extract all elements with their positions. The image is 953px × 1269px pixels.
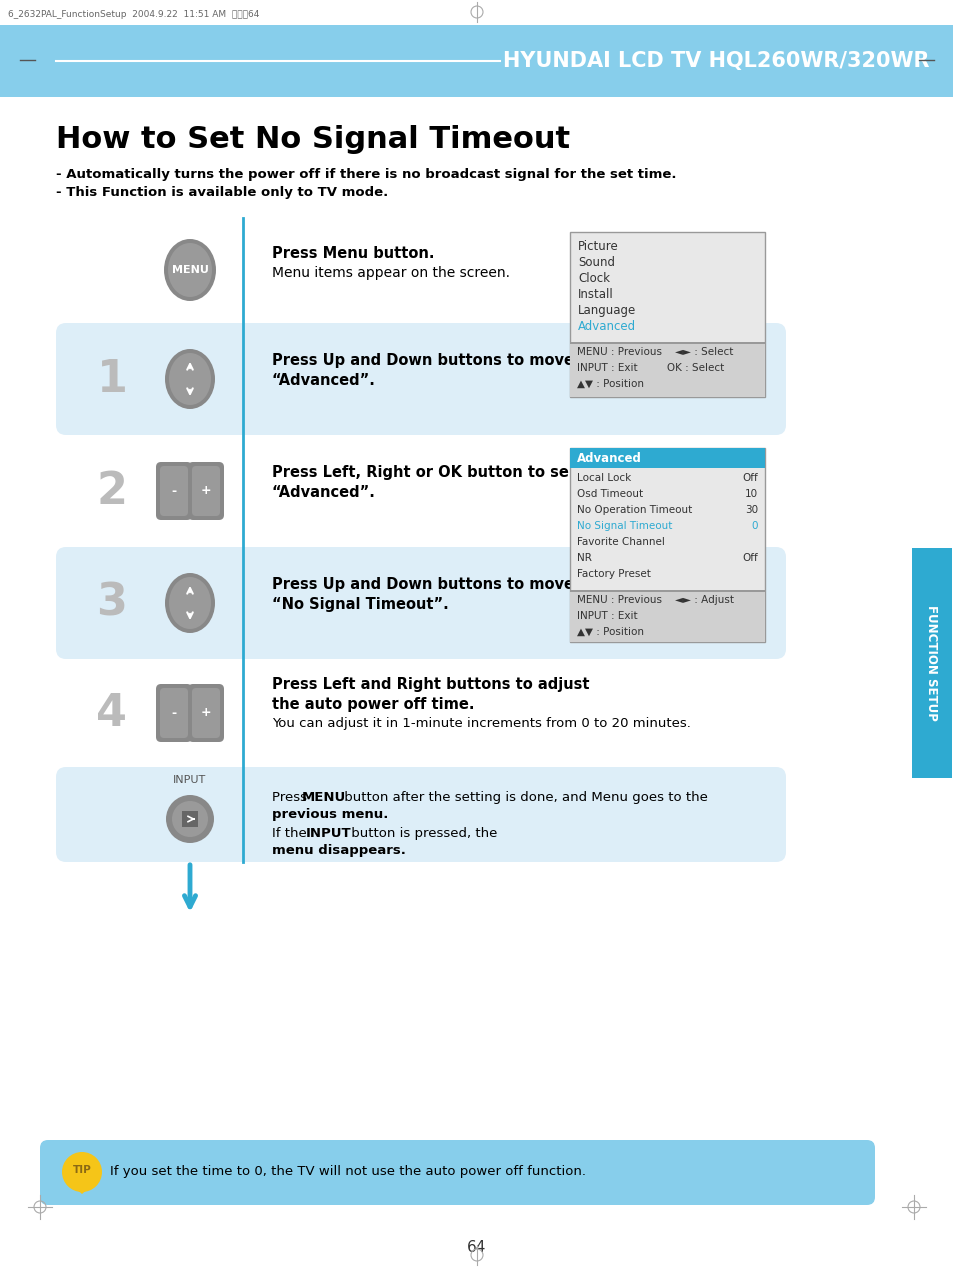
Bar xyxy=(0,25,953,96)
Text: Off: Off xyxy=(741,553,758,563)
Text: Favorite Channel: Favorite Channel xyxy=(577,537,664,547)
Text: Press Left and Right buttons to adjust: Press Left and Right buttons to adjust xyxy=(272,676,589,692)
Text: 0: 0 xyxy=(751,522,758,530)
Text: MENU: MENU xyxy=(302,791,346,805)
Text: FUNCTION SETUP: FUNCTION SETUP xyxy=(924,605,938,721)
Text: - This Function is available only to TV mode.: - This Function is available only to TV … xyxy=(56,187,388,199)
Text: Press Up and Down buttons to move to: Press Up and Down buttons to move to xyxy=(272,353,596,368)
Ellipse shape xyxy=(169,577,211,629)
Bar xyxy=(911,548,951,778)
Text: Picture: Picture xyxy=(578,240,618,253)
Text: 30: 30 xyxy=(744,505,758,515)
Text: menu disappears.: menu disappears. xyxy=(272,844,405,857)
FancyBboxPatch shape xyxy=(56,324,785,435)
Text: Press Up and Down buttons to move to: Press Up and Down buttons to move to xyxy=(272,577,596,593)
Text: INPUT: INPUT xyxy=(173,775,207,786)
FancyBboxPatch shape xyxy=(188,462,224,520)
Text: button after the setting is done, and Menu goes to the: button after the setting is done, and Me… xyxy=(339,791,711,805)
Text: Local Lock: Local Lock xyxy=(577,473,631,483)
Circle shape xyxy=(172,801,208,838)
FancyBboxPatch shape xyxy=(188,684,224,742)
Text: “No Signal Timeout”.: “No Signal Timeout”. xyxy=(272,596,448,612)
Bar xyxy=(569,343,764,397)
Text: 6_2632PAL_FunctionSetup  2004.9.22  11:51 AM  페이직64: 6_2632PAL_FunctionSetup 2004.9.22 11:51 … xyxy=(8,10,259,19)
Text: previous menu.: previous menu. xyxy=(272,808,388,821)
Circle shape xyxy=(62,1152,102,1192)
Text: Factory Preset: Factory Preset xyxy=(577,569,650,579)
FancyBboxPatch shape xyxy=(192,688,220,739)
Circle shape xyxy=(166,794,213,843)
Text: 64: 64 xyxy=(467,1240,486,1255)
Text: 10: 10 xyxy=(744,489,758,499)
Bar xyxy=(569,590,764,642)
Text: NR: NR xyxy=(577,553,591,563)
Text: “Advanced”.: “Advanced”. xyxy=(272,373,375,388)
Bar xyxy=(569,590,764,591)
Ellipse shape xyxy=(165,349,214,409)
Text: 4: 4 xyxy=(96,692,128,735)
Bar xyxy=(569,343,764,344)
Text: INPUT : Exit: INPUT : Exit xyxy=(577,610,637,621)
Text: Clock: Clock xyxy=(578,272,609,286)
Bar xyxy=(569,232,764,397)
Text: -: - xyxy=(172,707,176,720)
Text: 1: 1 xyxy=(96,358,128,401)
Text: “Advanced”.: “Advanced”. xyxy=(272,485,375,500)
Text: MENU: MENU xyxy=(172,265,208,275)
Text: Install: Install xyxy=(578,288,613,301)
Ellipse shape xyxy=(169,353,211,405)
Text: No Operation Timeout: No Operation Timeout xyxy=(577,505,692,515)
Bar xyxy=(182,811,198,827)
Text: No Signal Timeout: No Signal Timeout xyxy=(577,522,672,530)
Text: If the: If the xyxy=(272,827,311,840)
Ellipse shape xyxy=(165,574,214,633)
Text: 3: 3 xyxy=(96,581,128,624)
Text: Press Menu button.: Press Menu button. xyxy=(272,246,434,261)
Text: INPUT: INPUT xyxy=(306,827,352,840)
Text: HYUNDAI LCD TV HQL260WR/320WR: HYUNDAI LCD TV HQL260WR/320WR xyxy=(502,51,928,71)
Text: Osd Timeout: Osd Timeout xyxy=(577,489,642,499)
FancyBboxPatch shape xyxy=(40,1140,874,1206)
FancyBboxPatch shape xyxy=(156,462,192,520)
FancyBboxPatch shape xyxy=(160,466,188,516)
Text: Language: Language xyxy=(578,305,636,317)
FancyBboxPatch shape xyxy=(56,547,785,659)
Text: ▲▼ : Position: ▲▼ : Position xyxy=(577,379,643,390)
Text: You can adjust it in 1-minute increments from 0 to 20 minutes.: You can adjust it in 1-minute increments… xyxy=(272,717,690,730)
FancyBboxPatch shape xyxy=(156,684,192,742)
Text: Menu items appear on the screen.: Menu items appear on the screen. xyxy=(272,266,510,280)
Text: button is pressed, the: button is pressed, the xyxy=(347,827,501,840)
Text: Advanced: Advanced xyxy=(578,320,636,332)
Text: +: + xyxy=(200,707,212,720)
FancyBboxPatch shape xyxy=(160,688,188,739)
Text: INPUT : Exit         OK : Select: INPUT : Exit OK : Select xyxy=(577,363,723,373)
Text: MENU : Previous    ◄► : Adjust: MENU : Previous ◄► : Adjust xyxy=(577,595,733,605)
FancyBboxPatch shape xyxy=(192,466,220,516)
Text: - Automatically turns the power off if there is no broadcast signal for the set : - Automatically turns the power off if t… xyxy=(56,168,676,181)
Ellipse shape xyxy=(164,239,215,301)
Bar xyxy=(569,448,764,642)
Bar xyxy=(569,448,764,468)
Text: Press: Press xyxy=(272,791,311,805)
Text: Off: Off xyxy=(741,473,758,483)
Text: Advanced: Advanced xyxy=(577,452,641,464)
Text: How to Set No Signal Timeout: How to Set No Signal Timeout xyxy=(56,126,570,154)
Text: -: - xyxy=(172,485,176,497)
Polygon shape xyxy=(74,1187,90,1194)
Text: Press Left, Right or OK button to select: Press Left, Right or OK button to select xyxy=(272,464,599,480)
Text: Sound: Sound xyxy=(578,256,615,269)
Text: TIP: TIP xyxy=(72,1165,91,1175)
Text: ▲▼ : Position: ▲▼ : Position xyxy=(577,627,643,637)
Text: 2: 2 xyxy=(96,470,128,513)
Text: If you set the time to 0, the TV will not use the auto power off function.: If you set the time to 0, the TV will no… xyxy=(110,1165,585,1179)
Text: MENU : Previous    ◄► : Select: MENU : Previous ◄► : Select xyxy=(577,346,733,357)
FancyBboxPatch shape xyxy=(56,766,785,862)
Ellipse shape xyxy=(168,242,212,297)
Text: +: + xyxy=(200,485,212,497)
Text: the auto power off time.: the auto power off time. xyxy=(272,697,474,712)
